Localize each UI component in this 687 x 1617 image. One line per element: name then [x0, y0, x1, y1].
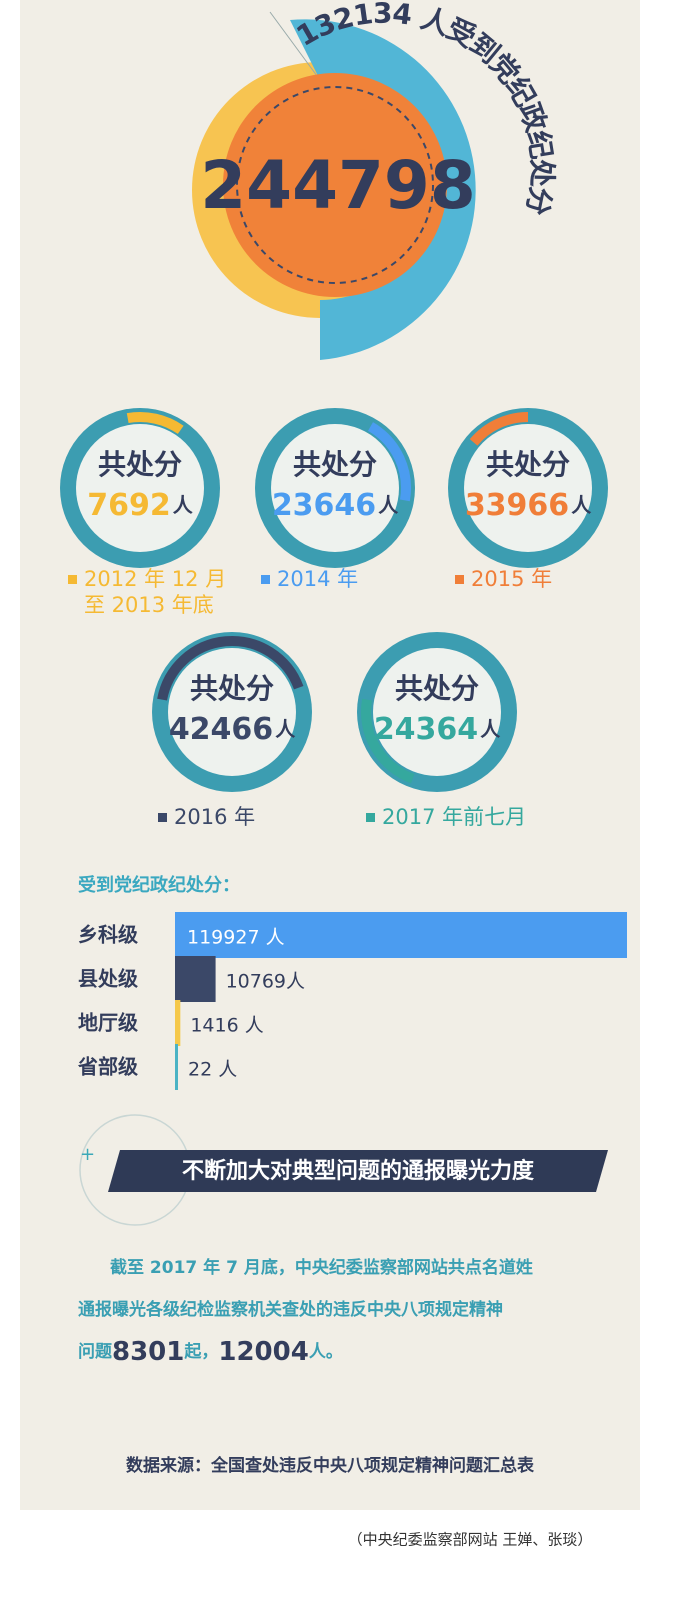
- ring-arc: [126, 412, 184, 435]
- circle-label: 共处分: [98, 448, 182, 481]
- highlight-number: 12004: [218, 1337, 308, 1367]
- highlight-number: 8301: [112, 1337, 184, 1367]
- circle-label: 共处分: [486, 448, 570, 481]
- circle-period: 2016 年: [174, 805, 255, 829]
- circle-label: 共处分: [395, 672, 479, 705]
- ring-inner: [373, 648, 501, 776]
- circle-value: 7692 人: [87, 488, 194, 523]
- category-label: 地厅级: [78, 1011, 138, 1035]
- ring-arc: [469, 412, 529, 446]
- legend-square: [158, 813, 167, 822]
- circle-unit: 人: [480, 717, 501, 741]
- value-label: 1416 人: [190, 1015, 263, 1037]
- circle-period: 2015 年: [471, 567, 552, 591]
- circle-number: 23646: [272, 488, 376, 523]
- text-part: 起，: [183, 1341, 218, 1362]
- circle-unit: 人: [378, 493, 399, 517]
- ring-inner: [76, 424, 204, 552]
- legend-square: [366, 813, 375, 822]
- legend-square: [455, 575, 464, 584]
- circle-period: 至 2013 年底: [84, 593, 214, 617]
- value-label: 22 人: [188, 1059, 237, 1081]
- ring-arc: [157, 636, 304, 701]
- category-label: 省部级: [77, 1055, 138, 1079]
- ring-inner: [271, 424, 399, 552]
- section-heading: 不断加大对典型问题的通报曝光力度: [182, 1158, 535, 1184]
- circle-number: 24364: [374, 712, 478, 747]
- category-label: 乡科级: [78, 923, 138, 947]
- legend-square: [261, 575, 270, 584]
- circle-value: 33966 人: [465, 488, 592, 523]
- paragraph-line: 截至 2017 年 7 月底，中央纪委监察部网站共点名道姓: [110, 1257, 533, 1278]
- paragraph-line: 通报曝光各级纪检监察机关查处的违反中央八项规定精神: [78, 1299, 503, 1320]
- plus-icon: +: [80, 1144, 95, 1165]
- dashed-ring: [236, 86, 434, 284]
- source: 数据来源：全国查处违反中央八项规定精神问题汇总表: [126, 1455, 535, 1476]
- orange-disc: [223, 73, 447, 297]
- circle-number: 33966: [465, 488, 569, 523]
- circle-period: 2014 年: [277, 567, 358, 591]
- divider: [269, 11, 321, 81]
- bar: [175, 1044, 178, 1090]
- credit: （中央纪委监察部网站 王婵、张琰）: [348, 1531, 593, 1549]
- circle-number: 7692: [87, 488, 171, 523]
- total-number: 244798: [200, 147, 476, 224]
- paragraph-line: 问题8301起，12004人。: [78, 1337, 343, 1367]
- circle-value: 42466 人: [169, 712, 296, 747]
- ring-inner: [168, 648, 296, 776]
- circle-unit: 人: [571, 493, 592, 517]
- circle-value: 23646 人: [272, 488, 399, 523]
- bar: [175, 912, 627, 958]
- circle-label: 共处分: [293, 448, 377, 481]
- bar: [175, 1000, 181, 1046]
- bar: [175, 956, 216, 1002]
- category-label: 县处级: [78, 967, 138, 991]
- heading-banner: [108, 1150, 608, 1192]
- circle-number: 42466: [169, 712, 273, 747]
- ring-arc: [361, 698, 415, 784]
- ring-inner: [464, 424, 592, 552]
- circle-period: 2012 年 12 月: [84, 567, 226, 591]
- circle-value: 24364 人: [374, 712, 501, 747]
- circle-unit: 人: [275, 717, 296, 741]
- text-part: 人。: [309, 1342, 343, 1362]
- legend-square: [68, 575, 77, 584]
- value-label: 119927 人: [187, 927, 285, 949]
- blue-arc: [290, 19, 476, 361]
- ring-arc: [367, 422, 411, 502]
- circle-label: 共处分: [190, 672, 274, 705]
- circle-unit: 人: [173, 493, 194, 517]
- text-part: 问题: [78, 1341, 113, 1362]
- circle-period: 2017 年前七月: [382, 805, 526, 829]
- value-label: 10769人: [226, 971, 305, 993]
- chart-title: 受到党纪政纪处分：: [78, 874, 240, 896]
